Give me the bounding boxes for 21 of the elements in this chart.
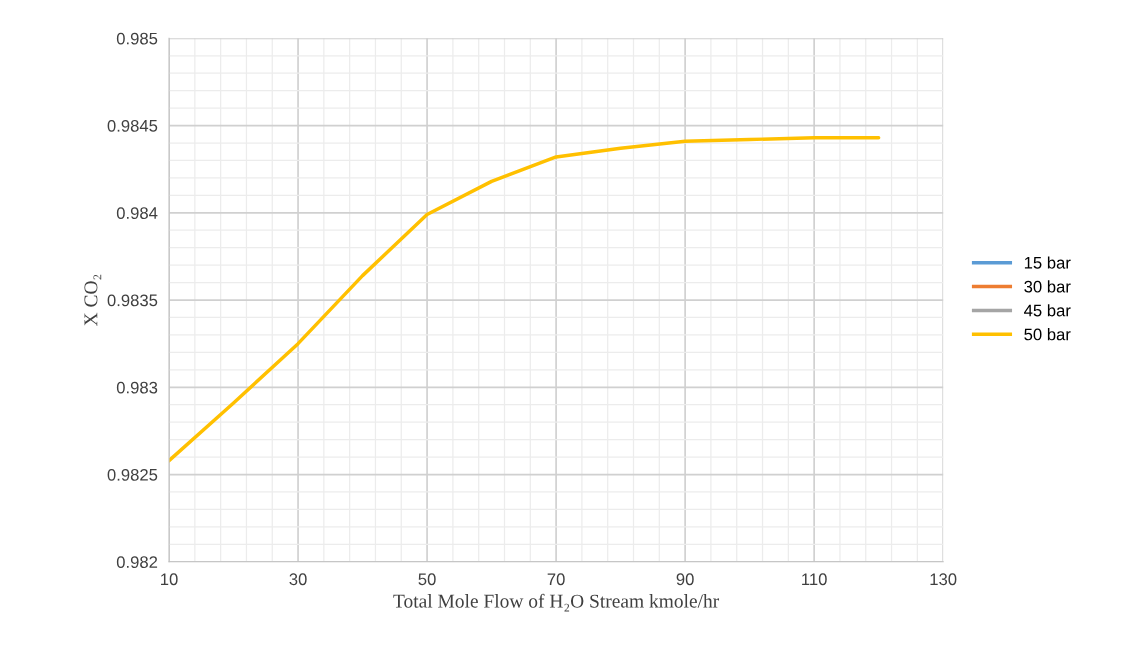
y-tick-label: 0.983: [116, 381, 158, 394]
x-tick-label: 10: [161, 573, 178, 586]
line-series: [169, 136, 881, 463]
legend-label: 15 bar: [1024, 256, 1071, 269]
y-tick-label: 0.982: [116, 556, 158, 568]
x-tick-label: 70: [547, 573, 565, 586]
y-tick-label: 0.9845: [107, 119, 158, 132]
x-tick-label: 30: [289, 573, 307, 586]
legend-label: 45 bar: [1024, 304, 1071, 317]
y-axis-title: X CO₂: [84, 274, 102, 326]
y-tick-label: 0.9825: [107, 468, 158, 481]
x-tick-label: 90: [676, 573, 694, 586]
legend-label: 30 bar: [1024, 280, 1071, 293]
y-tick-label: 0.985: [116, 32, 158, 45]
x-tick-label: 130: [930, 573, 957, 586]
legend-label: 50 bar: [1024, 328, 1071, 341]
y-tick-label: 0.984: [116, 207, 158, 219]
y-tick-label: 0.9835: [107, 294, 158, 307]
x-tick-label: 110: [802, 573, 827, 586]
x-axis-title: Total Mole Flow of H₂O Stream kmole/hr: [393, 593, 720, 612]
x-tick-label: 50: [418, 573, 436, 586]
